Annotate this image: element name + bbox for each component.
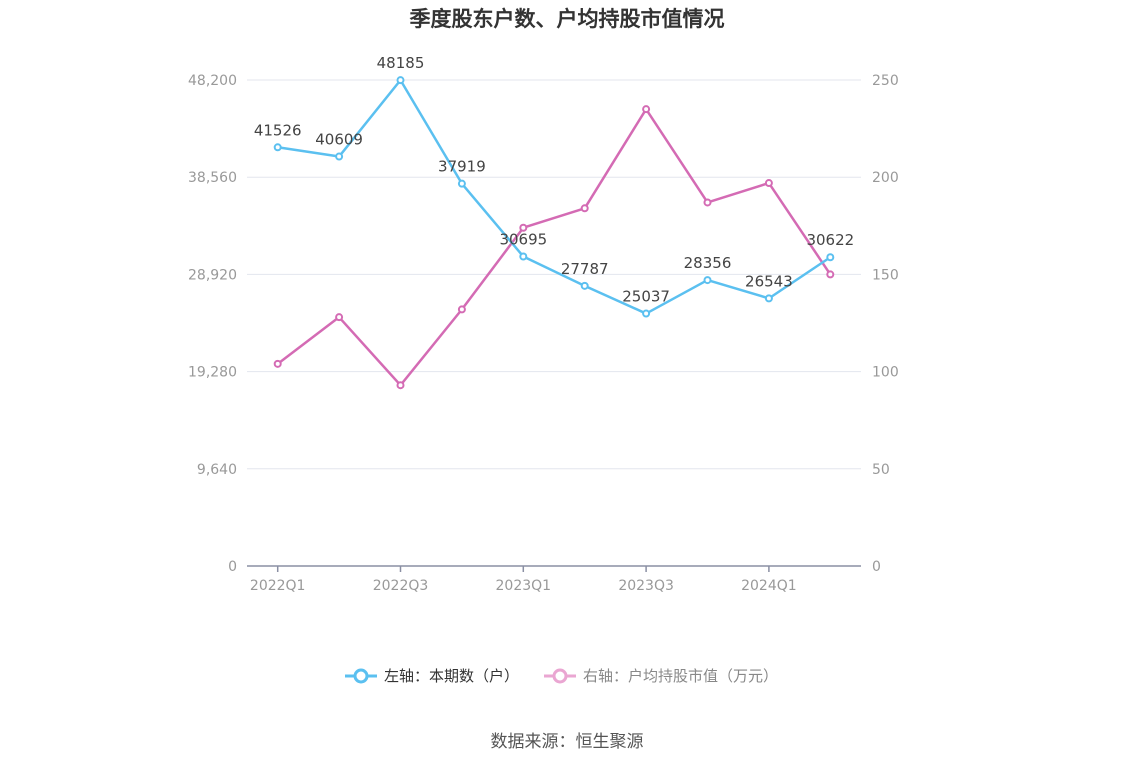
x-tick-label: 2023Q1 [496,578,552,594]
data-label: 40609 [315,131,363,149]
x-axis: 2022Q1 2022Q3 2023Q1 2023Q3 2024Q1 [247,565,861,594]
series-right-point [457,305,466,314]
x-tick-label: 2022Q1 [250,578,306,594]
data-label: 41526 [254,121,302,139]
series-left-point [273,143,282,152]
left-axis: 0 9,640 19,280 28,920 38,560 48,200 [188,73,237,575]
data-label: 26543 [745,272,793,290]
legend-item-right[interactable]: 右轴：户均持股市值（万元） [544,667,778,685]
y-right-tick-label: 50 [872,462,890,478]
x-tick-label: 2024Q1 [741,578,797,594]
series-left: 41526 40609 48185 37919 30695 27787 25037 28356… [254,54,854,318]
data-label: 25037 [622,288,670,306]
y-right-tick-label: 0 [872,559,881,575]
series-left-point [457,179,466,188]
series-right-point [826,270,835,279]
data-source: 数据来源：恒生聚源 [491,732,644,752]
legend[interactable]: 左轴：本期数（户） 右轴：户均持股市值（万元） [345,667,778,685]
legend-left-marker [353,668,369,684]
y-left-tick-label: 28,920 [188,267,237,283]
y-left-tick-label: 48,200 [188,73,237,89]
data-label: 37919 [438,158,486,176]
data-label: 30622 [806,231,854,249]
y-right-tick-label: 250 [872,73,899,89]
data-label: 27787 [561,260,609,278]
series-right-point [396,381,405,390]
right-axis: 0 50 100 150 200 250 [872,73,899,575]
series-right-point [335,313,344,322]
series-right-line [276,107,832,387]
series-left-point [396,76,405,85]
series-left-point [335,152,344,161]
series-right [273,105,835,390]
y-left-tick-label: 9,640 [197,462,237,478]
y-left-tick-label: 0 [228,559,237,575]
series-left-point [519,252,528,261]
series-left-point [826,253,835,262]
series-right-point [580,204,589,213]
x-tick-label: 2022Q3 [373,578,429,594]
legend-right-label: 右轴：户均持股市值（万元） [583,667,778,685]
series-left-point [580,281,589,290]
series-left-point [764,294,773,303]
data-label: 28356 [684,254,732,272]
gridlines [247,79,861,470]
legend-item-left[interactable]: 左轴：本期数（户） [345,667,519,685]
legend-right-marker [552,668,568,684]
series-right-point [642,105,651,114]
series-left-line [277,78,831,315]
series-left-point [703,276,712,285]
series-right-point [764,179,773,188]
chart-title: 季度股东户数、户均持股市值情况 [410,7,725,31]
y-left-tick-label: 19,280 [188,365,237,381]
series-left-point [642,309,651,318]
y-right-tick-label: 100 [872,365,899,381]
series-right-point [519,223,528,232]
y-left-tick-label: 38,560 [188,170,237,186]
data-label: 30695 [499,231,547,249]
series-right-point [703,198,712,207]
x-tick-label: 2023Q3 [618,578,674,594]
y-right-tick-label: 150 [872,267,899,283]
y-right-tick-label: 200 [872,170,899,186]
data-label: 48185 [377,54,425,72]
legend-left-label: 左轴：本期数（户） [384,667,519,685]
series-right-point [273,359,282,368]
